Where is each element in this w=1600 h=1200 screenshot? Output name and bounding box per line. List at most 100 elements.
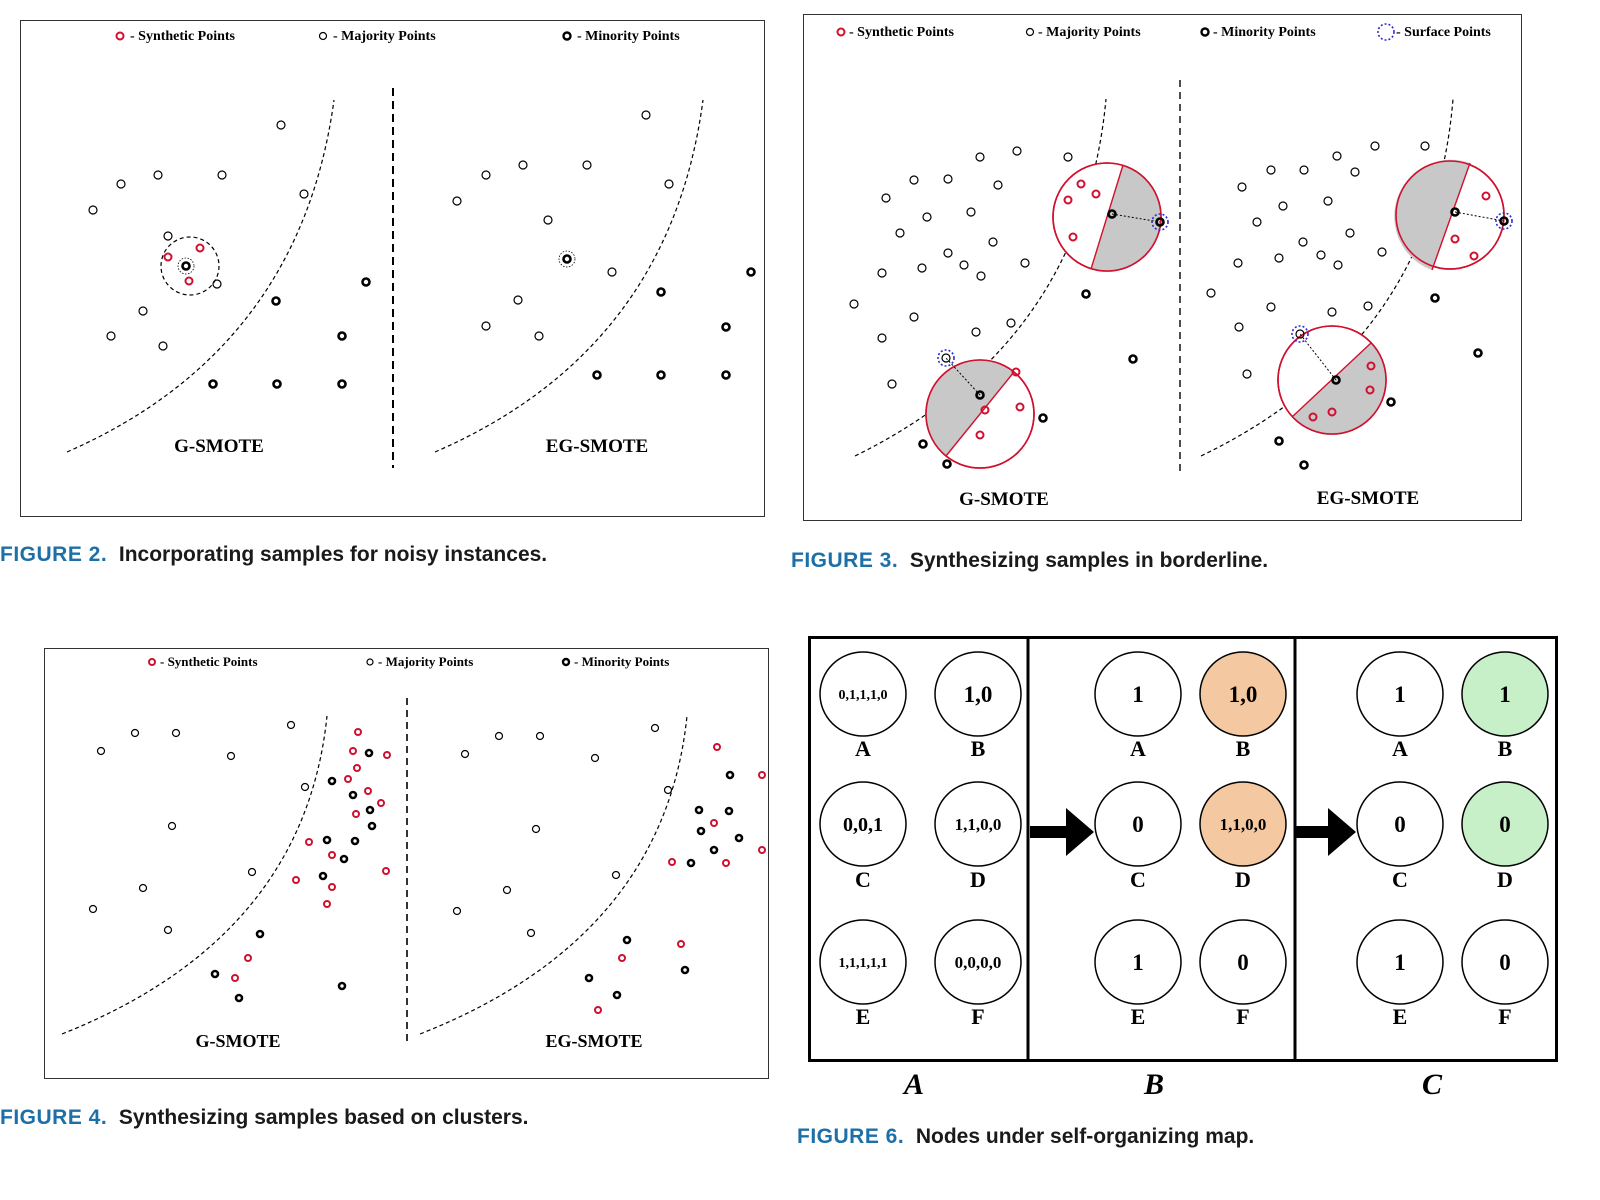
decision-boundary bbox=[61, 715, 328, 1035]
som-node-value: 0 bbox=[1499, 950, 1511, 975]
som-node-label: A bbox=[855, 736, 871, 761]
caption-number: FIGURE 3. bbox=[791, 549, 899, 572]
som-node bbox=[819, 781, 907, 867]
som-node bbox=[1199, 919, 1287, 1005]
som-node-label: E bbox=[1393, 1004, 1408, 1029]
panel-label-left: G-SMOTE bbox=[195, 1031, 280, 1051]
som-node-value: 0 bbox=[1132, 812, 1144, 837]
som-node-value: 1 bbox=[1394, 682, 1406, 707]
som-node bbox=[1094, 651, 1182, 737]
som-node-value: 0,1,1,1,0 bbox=[839, 688, 888, 703]
shaded-region bbox=[1394, 159, 1470, 270]
panel-label-left: G-SMOTE bbox=[959, 489, 1049, 510]
arrow-right-icon bbox=[1030, 808, 1094, 856]
panel-label: B bbox=[1143, 1068, 1164, 1101]
som-node bbox=[1461, 651, 1549, 737]
som-node-label: F bbox=[1236, 1004, 1249, 1029]
som-node-label: B bbox=[1236, 736, 1251, 761]
decision-boundary bbox=[419, 715, 688, 1035]
legend-majority: - Majority Points bbox=[333, 29, 436, 44]
caption-number: FIGURE 6. bbox=[797, 1125, 905, 1148]
som-node bbox=[1356, 919, 1444, 1005]
figure-2-caption: FIGURE 2. Incorporating samples for nois… bbox=[0, 543, 547, 567]
majority-points bbox=[88, 110, 674, 351]
figure-2-plot: - Synthetic Points - Majority Points - M… bbox=[20, 20, 765, 517]
som-node-label: D bbox=[970, 867, 986, 892]
figure-3: - Synthetic Points - Majority Points - M… bbox=[803, 14, 1523, 522]
som-node bbox=[1094, 919, 1182, 1005]
som-node-label: E bbox=[1131, 1004, 1146, 1029]
caption-text: Incorporating samples for noisy instance… bbox=[118, 543, 548, 566]
panel-label-right: EG-SMOTE bbox=[546, 436, 648, 457]
som-node-value: 0 bbox=[1394, 812, 1406, 837]
figure-6: 0,1,1,1,0 A 1,0 B 0,0,1 C 1,1,0,0 D 1,1,1,1,1 E 0,… bbox=[808, 636, 1560, 1108]
arrow-right-icon bbox=[1296, 808, 1356, 856]
decision-boundary bbox=[66, 99, 335, 453]
minority-points bbox=[181, 254, 756, 389]
som-node-value: 0,0,1 bbox=[843, 814, 883, 836]
som-node bbox=[1461, 919, 1549, 1005]
som-node-label: C bbox=[855, 867, 871, 892]
legend-synthetic: - Synthetic Points bbox=[849, 25, 955, 40]
som-node bbox=[1461, 781, 1549, 867]
som-node-value: 0 bbox=[1499, 812, 1511, 837]
panel-label-left: G-SMOTE bbox=[174, 436, 264, 457]
legend-minority: - Minority Points bbox=[1213, 25, 1316, 40]
neighborhood-circle bbox=[160, 236, 220, 296]
som-node-value: 1 bbox=[1394, 950, 1406, 975]
minority-points bbox=[210, 748, 744, 1003]
synthetic-points bbox=[975, 179, 1491, 440]
figure-4-plot: - Synthetic Points - Majority Points - M… bbox=[44, 648, 769, 1079]
legend-surface: - Surface Points bbox=[1396, 25, 1491, 40]
som-node-value: 1,0 bbox=[1229, 682, 1258, 707]
minority-points bbox=[918, 207, 1509, 470]
som-node-value: 0 bbox=[1237, 950, 1249, 975]
synthetic-points bbox=[163, 243, 205, 286]
panel-label-right: EG-SMOTE bbox=[545, 1031, 642, 1051]
som-node bbox=[1199, 781, 1287, 867]
majority-points bbox=[849, 141, 1430, 389]
synthetic-points bbox=[231, 728, 766, 1014]
som-node-label: C bbox=[1392, 867, 1408, 892]
legend-synthetic: - Synthetic Points bbox=[160, 654, 258, 669]
noise-marker bbox=[177, 257, 195, 275]
som-node-value: 1,1,0,0 bbox=[955, 815, 1002, 834]
caption-number: FIGURE 2. bbox=[0, 543, 108, 566]
legend-majority: - Majority Points bbox=[378, 654, 473, 669]
som-node-label: A bbox=[1392, 736, 1408, 761]
som-node-label: D bbox=[1497, 867, 1513, 892]
som-node bbox=[934, 919, 1022, 1005]
som-node bbox=[819, 919, 907, 1005]
som-node bbox=[1356, 651, 1444, 737]
legend: - Synthetic Points - Majority Points - M… bbox=[148, 654, 669, 669]
som-node-label: C bbox=[1130, 867, 1146, 892]
som-node-value: 0,0,0,0 bbox=[955, 953, 1002, 972]
decision-boundary bbox=[434, 99, 704, 453]
shaded-region bbox=[1091, 165, 1162, 272]
legend-minority: - Minority Points bbox=[577, 29, 680, 44]
majority-points bbox=[88, 720, 673, 938]
som-node-value: 1,1,1,1,1 bbox=[839, 956, 888, 971]
som-node bbox=[934, 781, 1022, 867]
som-node-label: A bbox=[1130, 736, 1146, 761]
som-node bbox=[1356, 781, 1444, 867]
som-node-value: 1,0 bbox=[964, 682, 993, 707]
som-node-value: 1,1,0,0 bbox=[1220, 815, 1267, 834]
figure-3-plot: - Synthetic Points - Majority Points - M… bbox=[803, 14, 1522, 521]
caption-text: Synthesizing samples based on clusters. bbox=[118, 1106, 529, 1129]
panel-label: C bbox=[1422, 1068, 1443, 1101]
som-diagram: 0,1,1,1,0 A 1,0 B 0,0,1 C 1,1,0,0 D 1,1,1,1,1 E 0,… bbox=[808, 636, 1558, 1101]
surface-points bbox=[937, 212, 1513, 367]
figure-4: - Synthetic Points - Majority Points - M… bbox=[44, 648, 770, 1080]
caption-text: Nodes under self-organizing map. bbox=[915, 1125, 1255, 1148]
som-node bbox=[819, 651, 907, 737]
noise-marker bbox=[558, 250, 576, 268]
som-node-label: F bbox=[971, 1004, 984, 1029]
som-node bbox=[934, 651, 1022, 737]
figure-2: - Synthetic Points - Majority Points - M… bbox=[20, 20, 765, 517]
som-node-value: 1 bbox=[1132, 682, 1144, 707]
som-node-label: E bbox=[856, 1004, 871, 1029]
som-node-label: B bbox=[971, 736, 986, 761]
som-node-value: 1 bbox=[1499, 682, 1511, 707]
caption-number: FIGURE 4. bbox=[0, 1106, 108, 1129]
